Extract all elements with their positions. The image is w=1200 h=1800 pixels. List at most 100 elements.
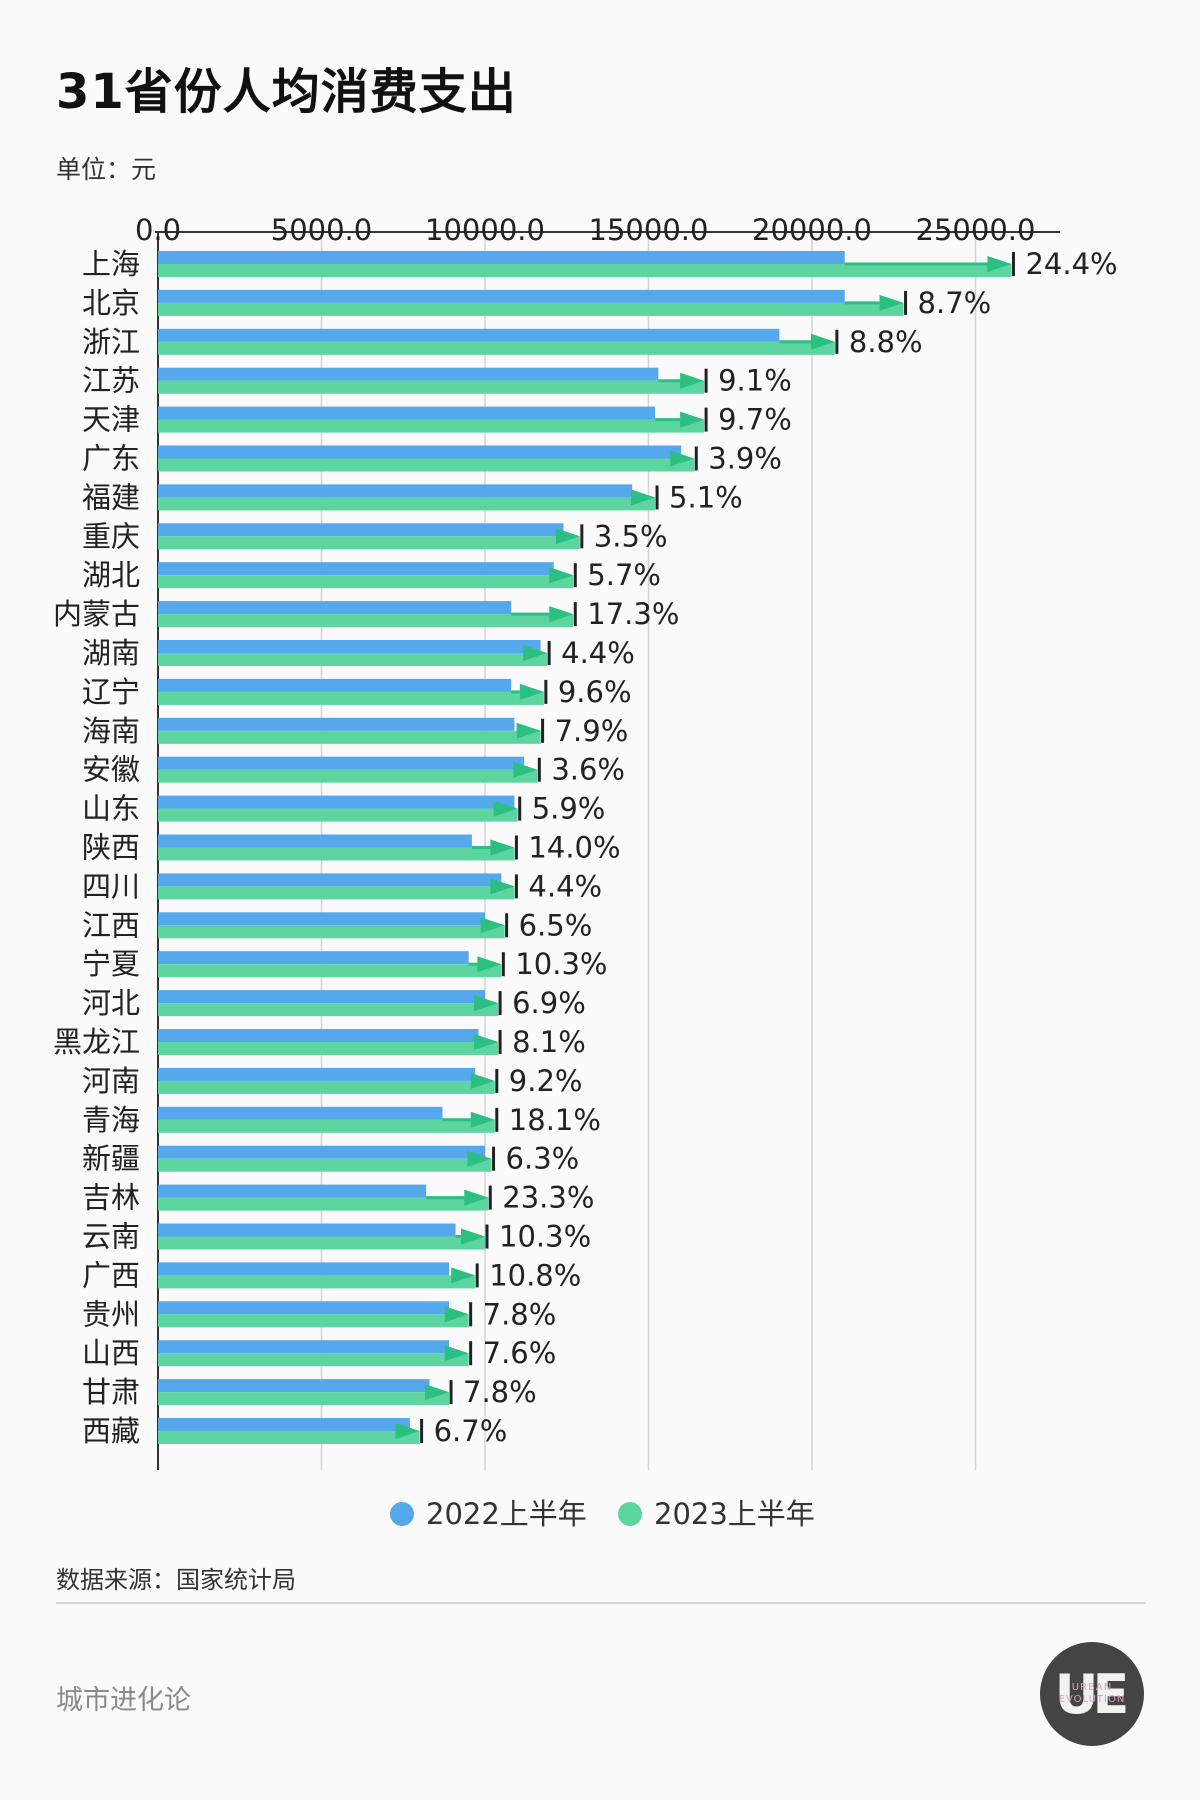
province-label: 河北 — [82, 986, 140, 1020]
bar-2022 — [158, 1067, 476, 1081]
bar-2023 — [158, 575, 574, 589]
bar-2023 — [158, 730, 541, 744]
growth-arrow-head — [987, 256, 1012, 272]
bar-2022 — [158, 1029, 479, 1042]
bar-2022 — [158, 1184, 427, 1198]
growth-arrow-head — [467, 1150, 492, 1167]
growth-arrow-head — [470, 1111, 495, 1128]
bar-2023 — [158, 264, 1012, 277]
x-tick-label: 25000.0 — [916, 213, 1036, 247]
growth-arrow-head — [680, 372, 705, 389]
growth-arrow-head — [444, 1345, 469, 1362]
growth-label: 10.3% — [499, 1220, 591, 1254]
province-label: 安徽 — [82, 753, 140, 787]
growth-label: 3.5% — [594, 519, 668, 553]
province-label: 广西 — [82, 1258, 140, 1292]
growth-arrow-head — [461, 1228, 485, 1245]
bar-2022 — [158, 367, 659, 381]
growth-label: 14.0% — [528, 831, 620, 865]
growth-label: 6.7% — [434, 1414, 508, 1448]
province-labels: 上海北京浙江江苏天津广东福建重庆湖北内蒙古湖南辽宁海南安徽山东陕西四川江西宁夏河… — [53, 247, 140, 1448]
data-source: 数据来源：国家统计局 — [56, 1566, 296, 1594]
province-label: 山东 — [82, 792, 140, 826]
growth-arrow-head — [451, 1267, 476, 1284]
province-label: 山西 — [82, 1336, 140, 1370]
growth-label: 17.3% — [587, 597, 679, 631]
bar-2023 — [158, 769, 538, 783]
bar-2022 — [158, 406, 656, 420]
growth-label: 23.3% — [502, 1181, 594, 1215]
growth-arrow-head — [513, 761, 538, 778]
unit-label: 单位：元 — [56, 155, 157, 184]
province-label: 吉林 — [82, 1181, 140, 1215]
bar-2023 — [158, 497, 656, 511]
growth-arrow-head — [516, 722, 541, 739]
bar-2023 — [158, 1197, 489, 1211]
growth-label: 6.5% — [519, 908, 593, 942]
x-tick-label: 20000.0 — [752, 213, 872, 247]
growth-label: 3.6% — [551, 753, 625, 787]
bar-2023 — [158, 1236, 485, 1250]
province-label: 新疆 — [82, 1142, 140, 1176]
bar-2022 — [158, 484, 633, 498]
growth-arrow-head — [879, 294, 904, 311]
growth-arrow-head — [490, 878, 515, 895]
bar-2023 — [158, 653, 548, 666]
growth-arrow-head — [555, 528, 580, 545]
growth-arrow-head — [395, 1423, 420, 1439]
bar-2022 — [158, 912, 485, 926]
bar-2022 — [158, 601, 512, 615]
bar-2022 — [158, 717, 515, 731]
bar-2023 — [158, 808, 518, 822]
growth-label: 9.6% — [558, 675, 632, 709]
legend-label: 2022上半年 — [426, 1497, 587, 1531]
province-label: 四川 — [82, 869, 140, 903]
bar-2022 — [158, 756, 525, 770]
bar-2022 — [158, 795, 515, 809]
growth-label: 5.9% — [532, 792, 606, 826]
bar-2023 — [158, 1353, 469, 1367]
bar-2022 — [158, 873, 502, 887]
x-tick-label: 15000.0 — [589, 213, 709, 247]
bar-2023 — [158, 1275, 476, 1289]
bar-2023 — [158, 1003, 499, 1017]
bar-2023 — [158, 1080, 495, 1094]
province-label: 海南 — [82, 714, 140, 748]
x-axis-ticks: 0.0 5000.0 10000.0 15000.0 20000.0 25000.0 — [135, 213, 1036, 247]
bar-2022 — [158, 445, 682, 459]
bar-2023 — [158, 341, 835, 355]
bar-2023 — [158, 925, 505, 939]
growth-arrow-head — [474, 1034, 499, 1050]
growth-label: 9.2% — [509, 1064, 583, 1098]
growth-arrow-head — [444, 1306, 469, 1323]
growth-label: 8.8% — [849, 325, 923, 359]
growth-labels: 24.4% 8.7% 8.8% 9.1% 9.7% 3.9% 5.1%3.5% 5.7% 17.… — [434, 247, 1118, 1448]
growth-label: 4.4% — [561, 636, 635, 670]
growth-label: 7.8% — [483, 1297, 557, 1331]
growth-arrow-head — [523, 645, 548, 661]
province-label: 重庆 — [82, 519, 140, 553]
growth-label: 10.3% — [515, 947, 607, 981]
legend: 2022上半年 2023上半年 — [390, 1497, 815, 1531]
province-label: 湖南 — [82, 636, 140, 670]
bar-2022 — [158, 1379, 430, 1393]
growth-label: 7.6% — [483, 1336, 557, 1370]
growth-label: 6.9% — [512, 986, 586, 1020]
growth-label: 6.3% — [506, 1142, 580, 1176]
province-label: 云南 — [82, 1220, 140, 1254]
bar-2022 — [158, 951, 469, 965]
growth-label: 5.1% — [669, 480, 743, 514]
bar-2022 — [158, 990, 485, 1004]
growth-arrow-head — [493, 800, 518, 817]
province-label: 内蒙古 — [53, 597, 140, 631]
growth-label: 4.4% — [528, 869, 602, 903]
growth-arrow-head — [474, 995, 499, 1012]
brand-name: 城市进化论 — [56, 1685, 191, 1716]
bar-2022 — [158, 834, 472, 848]
bar-2022 — [158, 1340, 450, 1354]
province-label: 西藏 — [82, 1414, 140, 1448]
province-label: 甘肃 — [82, 1375, 140, 1409]
growth-label: 7.8% — [463, 1375, 537, 1409]
province-label: 江西 — [82, 908, 140, 942]
province-label: 黑龙江 — [53, 1025, 140, 1059]
